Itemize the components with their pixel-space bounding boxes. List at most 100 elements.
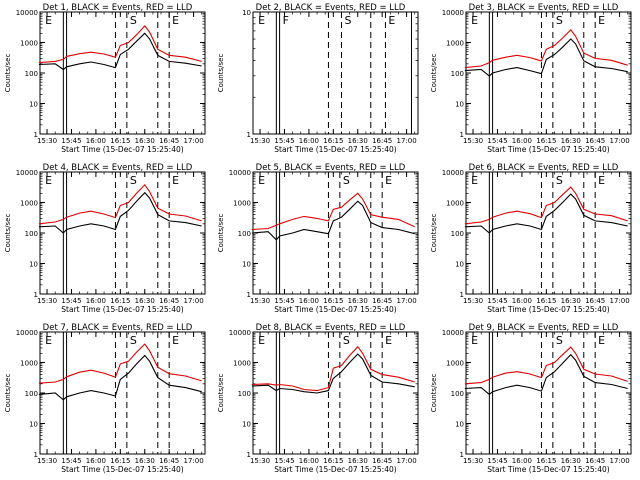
time-marker-label: S bbox=[130, 14, 137, 27]
y-tick-label: 1000 bbox=[233, 360, 251, 368]
x-tick-label: 16:30 bbox=[561, 297, 581, 305]
x-axis-label: Start Time (15-Dec-07 15:25:40) bbox=[487, 305, 609, 314]
panel-det-9: Det 9, BLACK = Events, RED = LLD 1 10 100 10… bbox=[430, 323, 632, 474]
y-axis-label: Counts/sec bbox=[217, 54, 225, 93]
panel-title: Det 7, BLACK = Events, RED = LLD bbox=[43, 323, 193, 333]
x-tick-label: 15:30 bbox=[37, 457, 57, 465]
x-tick-label: 16:00 bbox=[299, 297, 319, 305]
y-tick-label: 10 bbox=[242, 421, 251, 429]
plot-frame bbox=[465, 171, 632, 295]
x-tick-label: 16:30 bbox=[561, 457, 581, 465]
x-tick-label: 16:00 bbox=[512, 457, 532, 465]
x-axis-label: Start Time (15-Dec-07 15:25:40) bbox=[487, 465, 609, 474]
x-tick-label: 16:15 bbox=[323, 297, 343, 305]
time-marker-label: S bbox=[130, 334, 137, 347]
y-axis-label: Counts/sec bbox=[430, 374, 438, 413]
x-tick-label: 16:15 bbox=[110, 297, 130, 305]
x-tick-label: 17:00 bbox=[397, 457, 417, 465]
x-tick-label: 16:15 bbox=[110, 137, 130, 145]
plot-frame bbox=[465, 331, 632, 455]
panel-det-6: Det 6, BLACK = Events, RED = LLD 1 10 100 10… bbox=[430, 163, 632, 314]
y-tick-label: 1000 bbox=[446, 200, 464, 208]
panel-det-4: Det 4, BLACK = Events, RED = LLD 1 10 100 10… bbox=[4, 163, 206, 314]
x-axis-label: Start Time (15-Dec-07 15:25:40) bbox=[487, 145, 609, 154]
x-tick-label: 15:45 bbox=[61, 297, 81, 305]
series-red-line bbox=[38, 343, 202, 384]
y-tick-label: 100 bbox=[25, 230, 38, 238]
time-marker-label: E bbox=[258, 174, 265, 187]
x-tick-label: 15:45 bbox=[274, 297, 294, 305]
time-marker-label: S bbox=[343, 334, 350, 347]
series-black-line bbox=[464, 38, 628, 77]
y-tick-label: 1000 bbox=[20, 200, 38, 208]
series-black-line bbox=[464, 193, 628, 234]
plot-frame bbox=[252, 171, 419, 295]
plot-frame bbox=[39, 171, 206, 295]
y-tick-label: 1 bbox=[247, 291, 251, 299]
x-tick-label: 15:30 bbox=[463, 137, 483, 145]
series-black-line bbox=[251, 200, 415, 241]
time-marker-label: E bbox=[258, 14, 265, 27]
x-tick-label: 15:45 bbox=[487, 457, 507, 465]
x-tick-label: 16:30 bbox=[135, 137, 155, 145]
y-tick-label: 10 bbox=[242, 9, 251, 17]
y-axis-label: Counts/sec bbox=[430, 214, 438, 253]
x-tick-label: 15:30 bbox=[250, 457, 270, 465]
panel-title: Det 3, BLACK = Events, RED = LLD bbox=[469, 3, 619, 13]
x-tick-label: 16:15 bbox=[323, 137, 343, 145]
y-tick-label: 10000 bbox=[442, 169, 464, 177]
time-marker-label: E bbox=[172, 174, 179, 187]
x-tick-label: 15:45 bbox=[61, 457, 81, 465]
x-axis-label: Start Time (15-Dec-07 15:25:40) bbox=[61, 305, 183, 314]
x-tick-label: 16:00 bbox=[86, 137, 106, 145]
panel-title: Det 2, BLACK = Events, RED = LLD bbox=[256, 3, 406, 13]
x-tick-label: 16:00 bbox=[299, 137, 319, 145]
series-black-line bbox=[251, 353, 415, 394]
series-red-line bbox=[464, 346, 628, 385]
panel-det-3: Det 3, BLACK = Events, RED = LLD 1 10 100 10… bbox=[430, 3, 632, 154]
x-axis-label: Start Time (15-Dec-07 15:25:40) bbox=[274, 305, 396, 314]
x-tick-label: 16:30 bbox=[135, 457, 155, 465]
x-tick-label: 17:00 bbox=[184, 137, 204, 145]
panel-det-2: Det 2, BLACK = Events, RED = LLD 1 10 Count… bbox=[217, 3, 419, 154]
y-tick-label: 10000 bbox=[16, 329, 38, 337]
y-axis-label: Counts/sec bbox=[4, 214, 12, 253]
y-tick-label: 10000 bbox=[229, 169, 251, 177]
time-marker-label: E bbox=[385, 174, 392, 187]
time-marker-label: S bbox=[556, 174, 563, 187]
y-tick-label: 1 bbox=[34, 131, 38, 139]
y-tick-label: 1000 bbox=[20, 360, 38, 368]
y-tick-label: 100 bbox=[25, 390, 38, 398]
x-tick-label: 15:30 bbox=[463, 457, 483, 465]
x-tick-label: 16:30 bbox=[348, 137, 368, 145]
time-marker-label: E bbox=[471, 174, 478, 187]
x-tick-label: 16:00 bbox=[299, 457, 319, 465]
x-tick-label: 16:45 bbox=[159, 297, 179, 305]
y-axis-label: Counts/sec bbox=[4, 374, 12, 413]
time-marker-label: E bbox=[385, 334, 392, 347]
y-axis-label: Counts/sec bbox=[217, 214, 225, 253]
series-red-line bbox=[251, 192, 415, 231]
x-tick-label: 16:45 bbox=[159, 457, 179, 465]
x-tick-label: 15:45 bbox=[487, 137, 507, 145]
y-tick-label: 1000 bbox=[233, 200, 251, 208]
time-marker-label: E bbox=[258, 334, 265, 347]
y-tick-label: 10000 bbox=[442, 9, 464, 17]
y-axis-label: Counts/sec bbox=[4, 54, 12, 93]
series-red-line bbox=[38, 183, 202, 225]
y-tick-label: 100 bbox=[451, 70, 464, 78]
x-tick-label: 15:45 bbox=[274, 457, 294, 465]
panel-title: Det 8, BLACK = Events, RED = LLD bbox=[256, 323, 406, 333]
x-tick-label: 15:30 bbox=[37, 137, 57, 145]
x-tick-label: 16:15 bbox=[536, 137, 556, 145]
x-tick-label: 16:45 bbox=[585, 457, 605, 465]
x-tick-label: 16:45 bbox=[372, 457, 392, 465]
series-red-line bbox=[464, 186, 628, 225]
y-axis-label: Counts/sec bbox=[217, 374, 225, 413]
plot-frame bbox=[39, 331, 206, 455]
x-tick-label: 15:45 bbox=[487, 297, 507, 305]
time-marker-label: E bbox=[598, 174, 605, 187]
y-tick-label: 10 bbox=[455, 261, 464, 269]
time-marker-label: S bbox=[344, 14, 351, 27]
x-tick-label: 16:45 bbox=[372, 137, 392, 145]
